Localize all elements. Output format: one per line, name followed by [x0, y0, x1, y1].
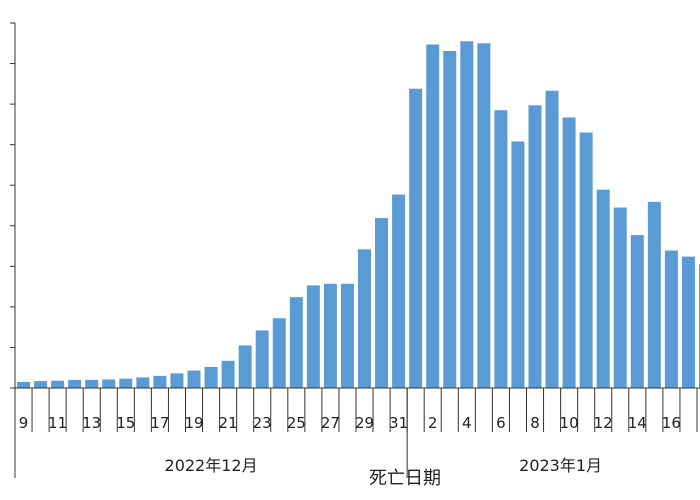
- month-label: 2023年1月: [519, 456, 602, 475]
- x-tick-label: 27: [321, 414, 340, 432]
- bar: [681, 256, 695, 388]
- month-label: 2022年12月: [165, 456, 258, 475]
- bar: [409, 88, 423, 388]
- x-tick-label: 9: [19, 414, 29, 432]
- bar: [613, 207, 627, 388]
- x-tick-label: 13: [82, 414, 101, 432]
- x-tick-label: 31: [389, 414, 408, 432]
- bar: [34, 381, 48, 388]
- bar: [17, 381, 30, 388]
- bar: [136, 377, 150, 388]
- bar: [170, 373, 184, 388]
- y-axis: [10, 22, 16, 389]
- x-tick-labels: 9 11 13 15 17 19 21 23 25 27 29 31 2 4 6 8 10 12 14 16: [19, 414, 681, 432]
- bars-group: [17, 41, 700, 389]
- bar: [119, 378, 133, 388]
- bar: [375, 218, 389, 388]
- bar: [358, 249, 371, 388]
- bar: [204, 366, 218, 388]
- bar: [51, 380, 65, 388]
- x-tick-label: 25: [287, 414, 306, 432]
- x-tick-label: 2: [428, 414, 438, 432]
- bar: [68, 379, 82, 388]
- x-tick-label: 8: [530, 414, 540, 432]
- bar: [426, 44, 440, 388]
- x-tick-label: 11: [48, 414, 67, 432]
- bar: [289, 297, 303, 388]
- x-tick-label: 16: [662, 414, 681, 432]
- bar: [562, 117, 576, 388]
- bar: [545, 90, 559, 388]
- bar: [187, 370, 201, 388]
- x-tick-label: 6: [496, 414, 506, 432]
- month-labels: 2022年12月 2023年1月: [14, 388, 602, 478]
- bar: [272, 318, 286, 388]
- x-tick-label: 14: [628, 414, 647, 432]
- bar: [647, 201, 661, 388]
- x-tick-label: 17: [150, 414, 169, 432]
- bar: [579, 132, 593, 388]
- bar: [460, 41, 474, 388]
- bar: [340, 283, 354, 388]
- bar: [102, 379, 116, 388]
- bar: [477, 43, 491, 389]
- x-tick-label: 21: [219, 414, 238, 432]
- x-tick-label: 4: [462, 414, 472, 432]
- bar: [306, 285, 320, 388]
- bar: [221, 360, 235, 388]
- bar: [511, 141, 525, 388]
- bar: [323, 283, 337, 388]
- bar: [630, 235, 644, 388]
- x-tick-label: 23: [253, 414, 272, 432]
- x-tick-label: 19: [184, 414, 203, 432]
- bar: [664, 250, 678, 388]
- x-tick-label: 12: [594, 414, 613, 432]
- bar: [255, 330, 269, 388]
- x-tick-label: 29: [355, 414, 374, 432]
- x-tick-label: 15: [116, 414, 135, 432]
- bar: [238, 345, 252, 388]
- bar: [153, 375, 167, 388]
- bar: [85, 379, 99, 388]
- x-axis-label: 死亡日期: [369, 468, 441, 489]
- bar: [528, 105, 542, 389]
- bar: [596, 189, 610, 388]
- bar: [494, 110, 508, 388]
- bar: [392, 194, 406, 388]
- x-tick-label: 10: [560, 414, 579, 432]
- bar: [443, 50, 457, 388]
